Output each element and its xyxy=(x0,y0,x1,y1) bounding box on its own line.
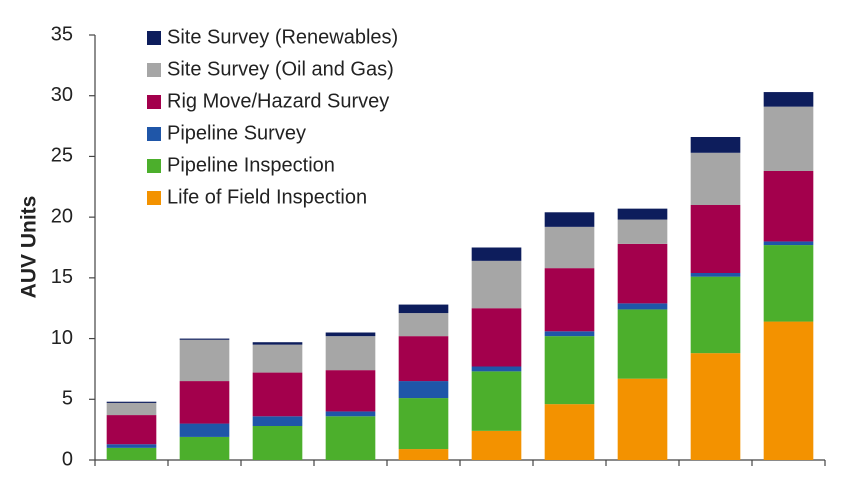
y-tick-label: 20 xyxy=(51,205,73,227)
bar-segment xyxy=(690,205,741,273)
legend-label: Site Survey (Renewables) xyxy=(167,26,398,48)
bar-segment xyxy=(325,332,376,337)
y-tick-label: 0 xyxy=(62,448,73,470)
legend-label: Life of Field Inspection xyxy=(167,186,367,208)
bar-segment xyxy=(325,416,376,460)
bar-segment xyxy=(398,381,449,399)
bar-segment xyxy=(179,423,230,437)
bar-segment xyxy=(544,331,595,337)
bar-segment xyxy=(179,339,230,382)
bar-segment xyxy=(325,336,376,371)
bar-segment xyxy=(179,338,230,340)
bar-segment xyxy=(252,416,303,426)
bar-segment xyxy=(617,303,668,310)
bar-segment xyxy=(471,247,522,261)
bar-segment xyxy=(690,353,741,460)
bar-segment xyxy=(690,137,741,153)
bar-segment xyxy=(544,212,595,227)
bar-segment xyxy=(544,268,595,332)
bar-segment xyxy=(398,304,449,314)
bar-segment xyxy=(398,398,449,450)
bar-segment xyxy=(763,92,814,107)
bar-segment xyxy=(544,336,595,405)
legend-swatch xyxy=(147,95,161,109)
bar-segment xyxy=(471,366,522,372)
bar-segment xyxy=(617,378,668,460)
bar-segment xyxy=(106,415,157,445)
bar-segment xyxy=(763,241,814,246)
bar-segment xyxy=(106,447,157,460)
bar-segment xyxy=(325,411,376,417)
bar-segment xyxy=(690,152,741,205)
legend-label: Rig Move/Hazard Survey xyxy=(167,90,389,112)
bar-segment xyxy=(252,342,303,345)
bar-segment xyxy=(252,372,303,417)
bar-segment xyxy=(471,371,522,431)
bar-segment xyxy=(179,436,230,460)
bar-segment xyxy=(471,308,522,367)
bar-segment xyxy=(617,219,668,244)
legend-swatch xyxy=(147,127,161,141)
legend-label: Pipeline Survey xyxy=(167,122,306,144)
bar-segment xyxy=(252,426,303,460)
legend-swatch xyxy=(147,159,161,173)
bar-segment xyxy=(544,404,595,460)
bar-segment xyxy=(617,208,668,220)
bar-segment xyxy=(106,444,157,448)
bar-segment xyxy=(690,273,741,277)
bar-segment xyxy=(106,401,157,403)
bar-segment xyxy=(398,313,449,337)
legend-label: Pipeline Inspection xyxy=(167,154,335,176)
bar-segment xyxy=(617,309,668,379)
bar-segment xyxy=(544,226,595,269)
y-tick-label: 15 xyxy=(51,266,73,288)
legend-swatch xyxy=(147,191,161,205)
legend-label: Site Survey (Oil and Gas) xyxy=(167,58,394,80)
y-tick-label: 35 xyxy=(51,23,73,45)
bar-segment xyxy=(763,171,814,242)
bar-segment xyxy=(325,370,376,412)
bar-segment xyxy=(398,336,449,382)
y-tick-label: 5 xyxy=(62,388,73,410)
bar-segment xyxy=(398,449,449,460)
bar-segment xyxy=(106,402,157,416)
y-tick-label: 25 xyxy=(51,145,73,167)
y-axis-label: AUV Units xyxy=(18,196,41,299)
y-tick-label: 10 xyxy=(51,327,73,349)
bar-segment xyxy=(617,243,668,304)
legend-swatch xyxy=(147,63,161,77)
y-tick-label: 30 xyxy=(51,84,73,106)
bar-segment xyxy=(763,245,814,322)
bar-segment xyxy=(471,430,522,460)
legend-swatch xyxy=(147,31,161,45)
bar-segment xyxy=(690,276,741,354)
bar-segment xyxy=(471,260,522,309)
bar-segment xyxy=(179,381,230,424)
bar-segment xyxy=(252,344,303,373)
bar-segment xyxy=(763,321,814,460)
bar-segment xyxy=(763,106,814,171)
